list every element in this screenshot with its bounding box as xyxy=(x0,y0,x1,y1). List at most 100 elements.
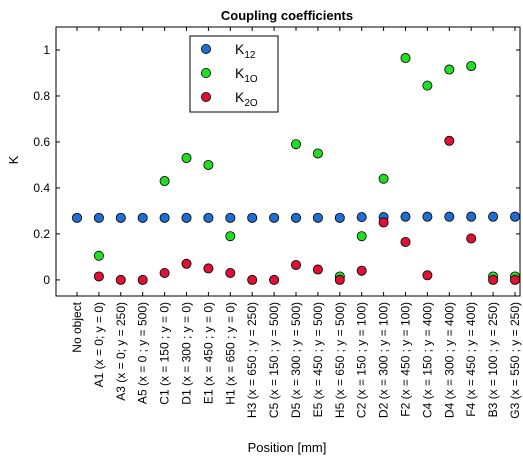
data-point xyxy=(203,212,214,223)
data-point xyxy=(269,274,280,285)
data-point xyxy=(334,212,345,223)
legend-entry-subscript: 1O xyxy=(244,74,258,85)
data-point xyxy=(159,176,170,187)
x-tick-label: H1 (x = 650 ; y = 0) xyxy=(223,302,237,405)
x-tick-label: H3 (x = 650 ; y = 250) xyxy=(245,302,259,418)
x-tick-label: D2 (x = 300 ; y = 100) xyxy=(377,302,391,418)
data-point xyxy=(93,271,104,282)
data-point xyxy=(488,211,499,222)
x-tick-label: A3 (x = 0; y = 250) xyxy=(114,302,128,401)
data-point xyxy=(312,264,323,275)
x-tick-label: E5 (x = 450 ; y = 500) xyxy=(311,302,325,417)
data-point xyxy=(466,233,477,244)
data-point xyxy=(422,211,433,222)
legend-entry: K1O xyxy=(235,65,258,85)
data-point xyxy=(422,270,433,281)
data-point xyxy=(115,212,126,223)
x-axis-ticks: No object A1 (x = 0; y = 0) A3 (x = 0; y =… xyxy=(70,27,522,419)
y-axis-ticks: 0 0.2 0.4 0.6 0.8 1 xyxy=(33,43,520,287)
legend-entry-name: K xyxy=(235,41,245,57)
data-point xyxy=(247,212,258,223)
x-tick-label: G3 (x = 550 ; y = 250) xyxy=(508,302,522,419)
data-point xyxy=(444,135,455,146)
x-tick-label: C1 (x = 150 ; y = 0) xyxy=(158,302,172,405)
data-point xyxy=(312,148,323,159)
x-tick-label: C5 (x = 150 ; y = 500) xyxy=(267,302,281,418)
data-point xyxy=(93,250,104,261)
legend-entry-name: K xyxy=(235,65,245,81)
x-tick-label: E1 (x = 450 ; y = 0) xyxy=(201,302,215,404)
data-point xyxy=(203,263,214,274)
data-point xyxy=(181,212,192,223)
data-point xyxy=(378,173,389,184)
x-tick-label: C2 (x = 150 ; y = 100) xyxy=(355,302,369,418)
series-2o xyxy=(93,135,520,285)
data-point xyxy=(181,258,192,269)
data-points xyxy=(72,53,520,285)
data-point xyxy=(444,64,455,75)
data-point xyxy=(225,212,236,223)
data-point xyxy=(444,211,455,222)
plot-area xyxy=(55,26,521,297)
legend-entry: K2O xyxy=(235,89,258,109)
x-tick-label: B3 (x = 100 ; y = 250) xyxy=(486,302,500,417)
y-axis-label: K xyxy=(6,155,21,164)
data-point xyxy=(247,274,258,285)
legend-marker xyxy=(200,92,211,103)
data-point xyxy=(290,259,301,270)
series-1o xyxy=(93,53,520,282)
data-point xyxy=(356,265,367,276)
data-point xyxy=(137,212,148,223)
x-tick-label: D4 (x = 300 ; y = 400) xyxy=(442,302,456,418)
y-tick-label: 1 xyxy=(43,43,50,57)
data-point xyxy=(422,80,433,91)
legend-marker xyxy=(200,68,211,79)
y-tick-label: 0.4 xyxy=(33,181,50,195)
x-tick-label: D1 (x = 300 ; y = 0) xyxy=(180,302,194,405)
data-point xyxy=(356,212,367,223)
data-point xyxy=(159,268,170,279)
data-point xyxy=(509,274,520,285)
chart-title: Coupling coefficients xyxy=(221,8,353,23)
x-tick-label: No object xyxy=(70,301,84,352)
data-point xyxy=(72,212,83,223)
x-tick-label: F2 (x = 450 ; y = 100) xyxy=(399,302,413,417)
y-tick-label: 0.2 xyxy=(33,227,50,241)
data-point xyxy=(225,231,236,242)
data-point xyxy=(356,231,367,242)
data-point xyxy=(334,274,345,285)
data-point xyxy=(312,212,323,223)
data-point xyxy=(225,268,236,279)
y-tick-label: 0.6 xyxy=(33,135,50,149)
data-point xyxy=(115,274,126,285)
data-point xyxy=(400,211,411,222)
x-tick-label: A1 (x = 0; y = 0) xyxy=(92,302,106,387)
x-axis-label: Position [mm] xyxy=(248,440,327,455)
legend-entry-subscript: 12 xyxy=(244,50,256,61)
data-point xyxy=(509,211,520,222)
data-point xyxy=(269,212,280,223)
x-tick-label: F4 (x = 450 ; y = 400) xyxy=(464,302,478,417)
data-point xyxy=(137,274,148,285)
data-point xyxy=(203,159,214,170)
data-point xyxy=(93,212,104,223)
data-point xyxy=(466,61,477,72)
data-point xyxy=(378,217,389,228)
legend-entry-subscript: 2O xyxy=(244,98,258,109)
data-point xyxy=(181,153,192,164)
x-tick-label: H5 (x = 650 ; y = 500) xyxy=(333,302,347,418)
y-tick-label: 0.8 xyxy=(33,89,50,103)
data-point xyxy=(466,211,477,222)
legend-entry-name: K xyxy=(235,89,245,105)
data-point xyxy=(400,236,411,247)
legend-marker xyxy=(200,44,211,55)
x-tick-label: C4 (x = 150 ; y = 400) xyxy=(420,302,434,418)
x-tick-label: D5 (x = 300 ; y = 500) xyxy=(289,302,303,418)
data-point xyxy=(488,274,499,285)
legend-entry: K12 xyxy=(235,41,256,61)
data-point xyxy=(400,53,411,64)
data-point xyxy=(159,212,170,223)
series-12 xyxy=(72,211,520,223)
